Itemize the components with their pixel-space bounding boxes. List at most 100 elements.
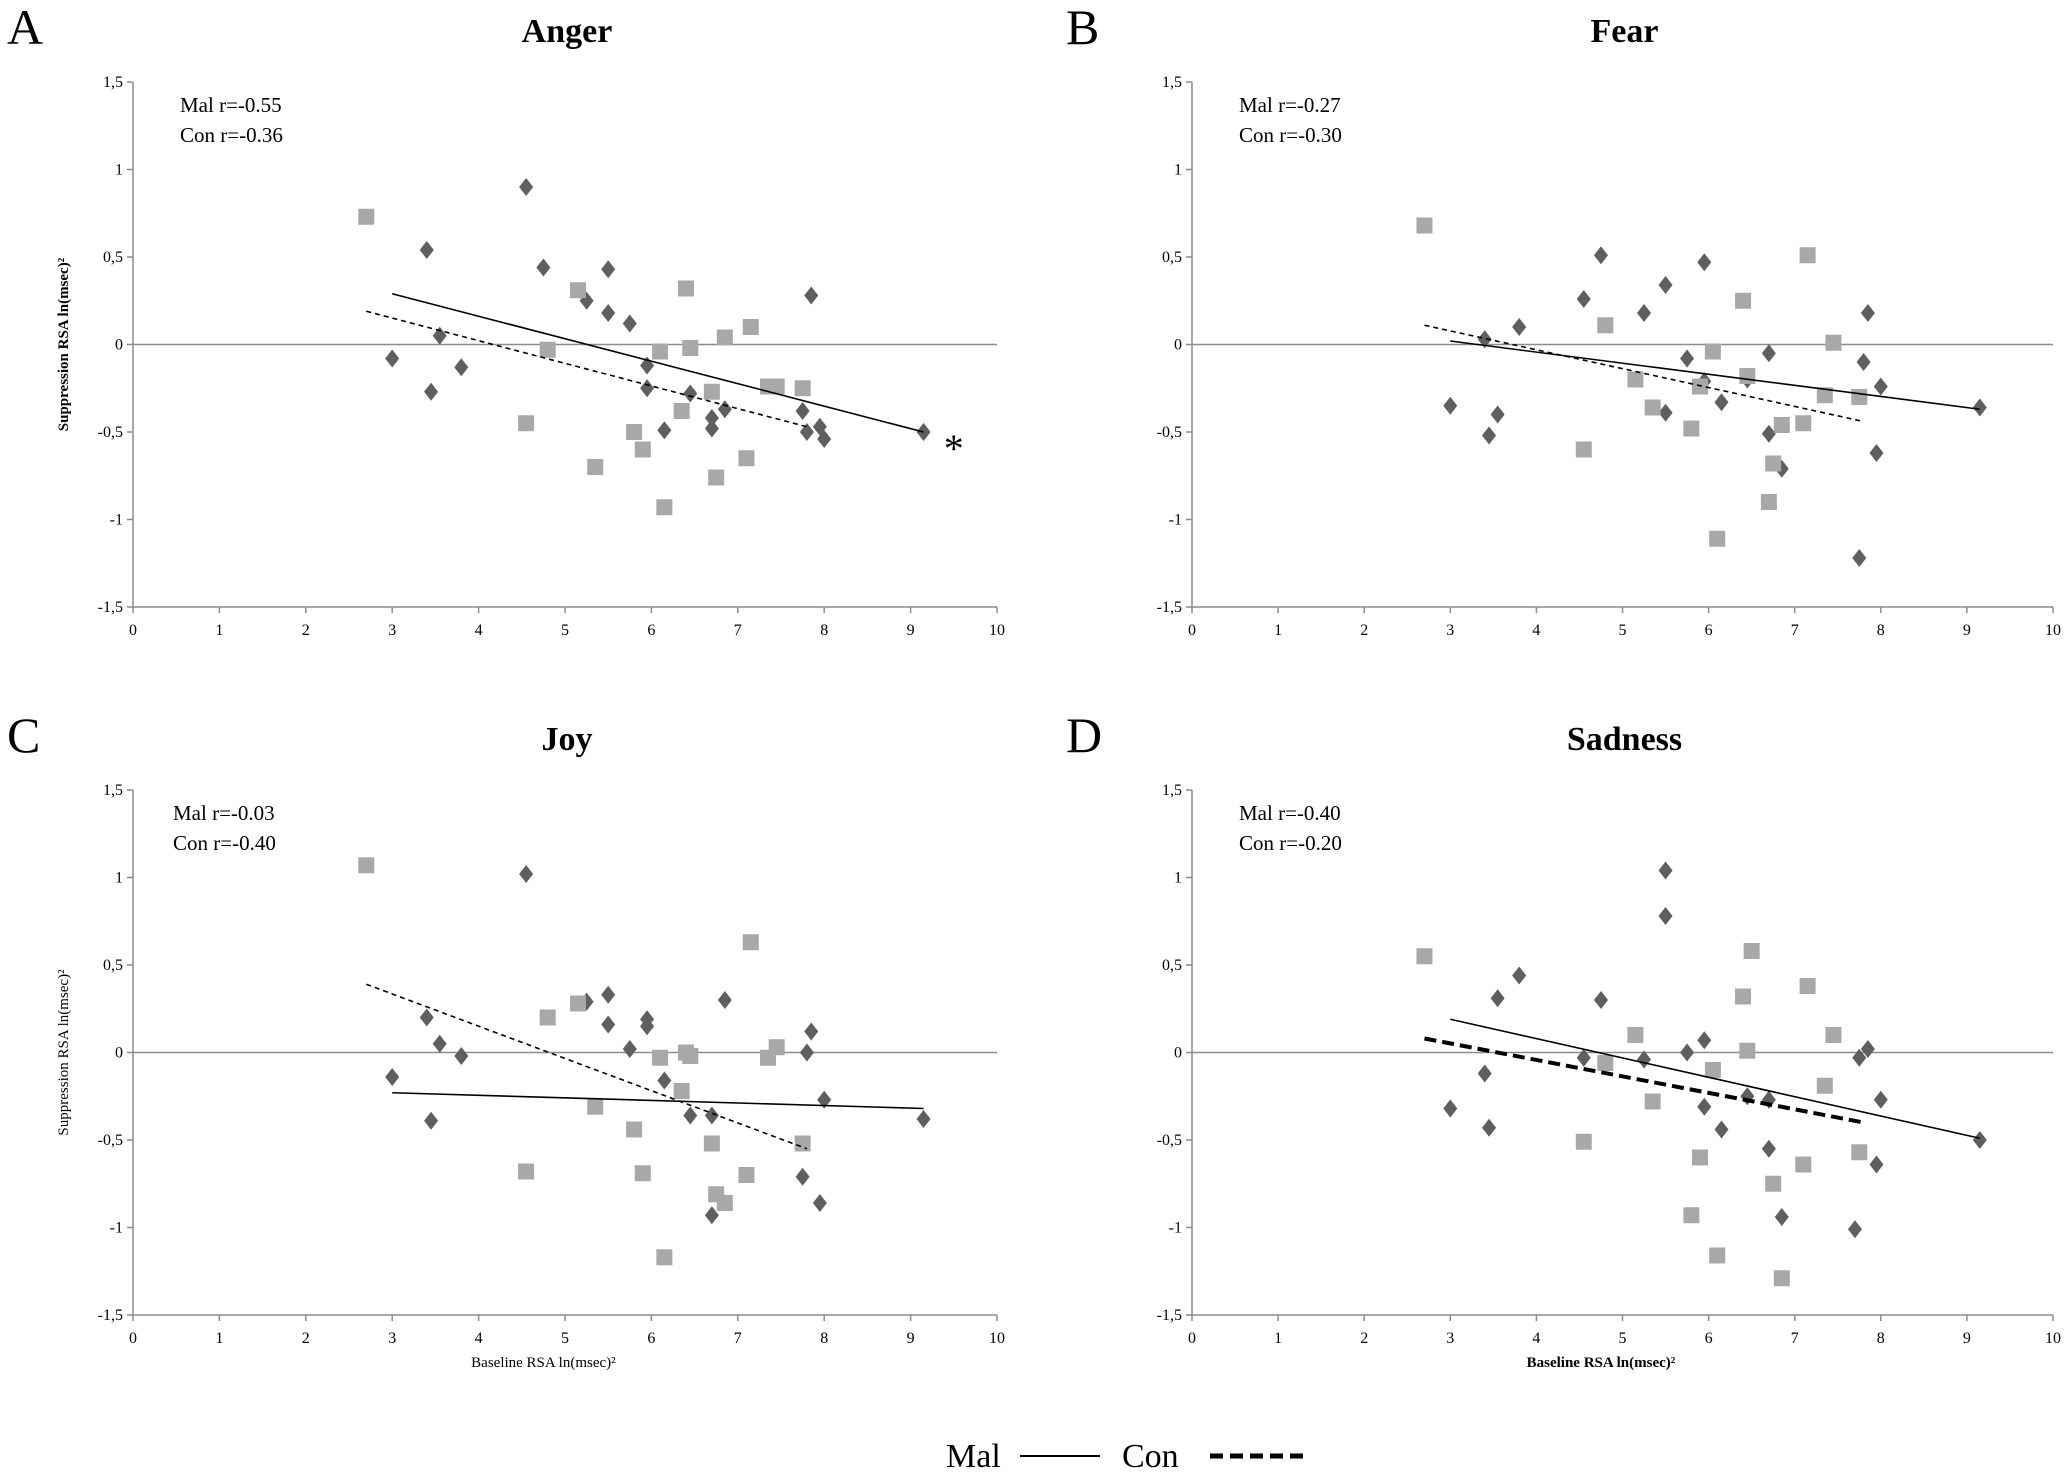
series-mal — [1443, 861, 1987, 1239]
con-fit-line — [1424, 1036, 1864, 1125]
legend: Mal Con — [946, 1438, 1305, 1475]
con-point — [716, 1195, 733, 1211]
con-point — [656, 499, 673, 516]
y-tick-label: 1 — [1174, 162, 1182, 179]
con-point — [518, 415, 535, 432]
panel-title: Anger — [522, 13, 613, 50]
mal-point — [1593, 991, 1608, 1009]
mal-point — [1860, 1040, 1875, 1058]
con-point — [1683, 420, 1700, 437]
con-point — [716, 329, 733, 346]
mal-point — [424, 1111, 439, 1130]
x-tick-label: 0 — [129, 1330, 137, 1347]
mal-point — [385, 349, 400, 368]
con-point — [1799, 247, 1816, 264]
mal-point — [1972, 1131, 1987, 1149]
y-tick-label: 0 — [1174, 337, 1182, 354]
y-tick-label: 1,5 — [1162, 782, 1182, 799]
mal-point — [795, 1167, 810, 1186]
x-tick-label: 5 — [1619, 1330, 1627, 1347]
x-axis-label: Baseline RSA ln(msec)² — [1527, 1355, 1676, 1371]
mal-point — [622, 314, 637, 333]
con-point — [682, 340, 699, 356]
y-tick-label: -1 — [110, 512, 123, 529]
x-tick-label: 7 — [734, 622, 742, 639]
con-point — [1704, 1062, 1721, 1078]
mal-point — [657, 1071, 672, 1090]
con-point — [673, 403, 690, 419]
mal-point — [1512, 966, 1527, 985]
con-point — [539, 1009, 556, 1026]
y-tick-label: -1,5 — [98, 599, 123, 616]
con-point — [794, 380, 811, 397]
con-fit-line — [366, 310, 808, 428]
x-tick-label: 4 — [475, 1330, 483, 1347]
panel-b: B Fear -1,5 -1 -0,5 0 0,5 1 1,5 0 1 2 3 4 5 6 7 8 9 10 Mal r… — [1066, 0, 2061, 639]
correlation-annotation: Con r=-0.40 — [173, 831, 276, 855]
x-tick-label: 0 — [129, 622, 137, 639]
mal-point — [1714, 393, 1729, 412]
correlation-annotation: Mal r=-0.27 — [1239, 93, 1341, 117]
mal-point — [1637, 304, 1652, 322]
panel-a: A Anger -1,5 -1 -0,5 0 0,5 1 1,5 0 1 2 3 4 5 6 7 8 9 10 Supp… — [7, 0, 1005, 639]
con-point — [703, 383, 720, 400]
x-tick-label: 3 — [1446, 1330, 1454, 1347]
panel-c: C Joy -1,5 -1 -0,5 0 0,5 1 1,5 0 1 2 3 4 5 6 7 8 9 10 Suppre… — [7, 707, 1005, 1371]
x-tick-label: 5 — [561, 1330, 569, 1347]
x-tick-label: 7 — [1791, 622, 1799, 639]
con-fit-line — [1424, 324, 1864, 423]
con-point — [1851, 389, 1868, 405]
mal-point — [622, 1040, 637, 1058]
significance-marker: * — [944, 426, 964, 471]
mal-point — [1873, 1090, 1888, 1109]
x-tick-label: 9 — [1963, 622, 1971, 639]
x-tick-label: 2 — [302, 1330, 310, 1347]
mal-point — [683, 1106, 698, 1125]
y-tick-label: 0 — [1174, 1045, 1182, 1062]
con-point — [626, 424, 643, 440]
y-tick-label: 0,5 — [103, 957, 123, 974]
mal-point — [1972, 398, 1987, 417]
y-axis-label: Suppression RSA ln(msec)² — [56, 257, 72, 431]
con-point — [1597, 317, 1614, 334]
con-point — [1627, 371, 1644, 388]
panel-title: Fear — [1591, 13, 1659, 50]
mal-point — [817, 1090, 832, 1109]
x-tick-label: 0 — [1188, 622, 1196, 639]
mal-point — [1680, 349, 1695, 368]
mal-point — [1774, 1208, 1789, 1226]
mal-point — [601, 985, 616, 1004]
y-tick-label: 0,5 — [1162, 249, 1182, 266]
con-point — [682, 1048, 699, 1064]
x-tick-label: 0 — [1188, 1330, 1196, 1347]
x-tick-label: 7 — [734, 1330, 742, 1347]
con-point — [656, 1249, 673, 1266]
con-point — [1851, 1144, 1868, 1161]
panel-letter: D — [1066, 707, 1102, 763]
x-tick-label: 1 — [1274, 1330, 1282, 1347]
x-tick-label: 4 — [475, 622, 483, 639]
y-tick-label: 1,5 — [1162, 74, 1182, 91]
con-point — [1735, 988, 1752, 1005]
y-tick-label: -1,5 — [98, 1307, 123, 1324]
con-point — [738, 1167, 755, 1183]
mal-point — [454, 358, 469, 377]
series-con — [1416, 217, 1868, 547]
mal-point — [419, 241, 434, 259]
panel-title: Joy — [542, 721, 593, 758]
correlation-annotation: Mal r=-0.55 — [180, 93, 282, 117]
y-tick-label: -1 — [110, 1220, 123, 1237]
mal-point — [704, 1106, 719, 1125]
panel-letter: B — [1066, 0, 1099, 55]
mal-point — [1852, 549, 1867, 567]
x-tick-label: 8 — [820, 1330, 828, 1347]
con-point — [1735, 292, 1752, 309]
mal-point — [704, 419, 719, 438]
mal-point — [432, 326, 447, 345]
con-point — [1739, 1042, 1756, 1059]
x-tick-label: 6 — [1705, 622, 1713, 639]
panel-letter: A — [7, 0, 43, 55]
mal-point — [1490, 989, 1505, 1008]
mal-point — [601, 1015, 616, 1034]
con-point — [673, 1083, 690, 1099]
